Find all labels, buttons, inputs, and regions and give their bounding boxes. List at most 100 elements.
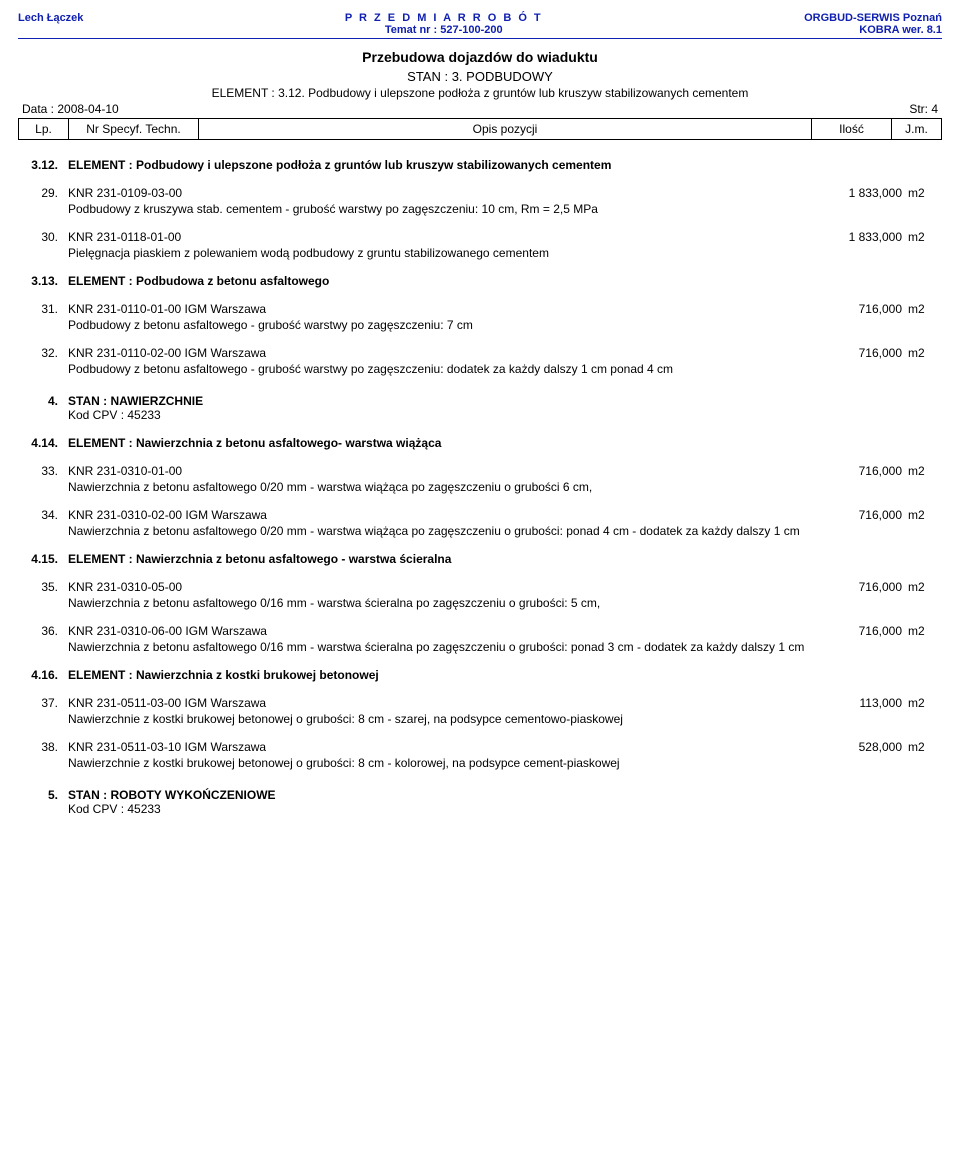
col-ilosc: Ilość (812, 119, 892, 140)
item-qty: 716,000 (822, 346, 902, 360)
item-code: KNR 231-0310-06-00 IGM Warszawa (68, 624, 822, 638)
item-lp: 38. (18, 740, 68, 754)
section-num: 3.12. (18, 158, 68, 172)
item-desc: Podbudowy z kruszywa stab. cementem - gr… (68, 202, 822, 216)
item-qty: 716,000 (822, 508, 902, 522)
section-head: 3.13. ELEMENT : Podbudowa z betonu asfal… (18, 274, 942, 288)
item-unit: m2 (902, 302, 942, 316)
item-unit: m2 (902, 230, 942, 244)
item-lp: 33. (18, 464, 68, 478)
item-code: KNR 231-0110-01-00 IGM Warszawa (68, 302, 822, 316)
stan-label: STAN : NAWIERZCHNIE (68, 394, 812, 408)
item-qty: 716,000 (822, 580, 902, 594)
section-title: ELEMENT : Podbudowa z betonu asfaltowego (68, 274, 822, 288)
content: 3.12. ELEMENT : Podbudowy i ulepszone po… (18, 158, 942, 816)
page-label: Str: 4 (909, 102, 938, 116)
col-opis: Opis pozycji (199, 119, 812, 140)
item-code: KNR 231-0110-02-00 IGM Warszawa (68, 346, 822, 360)
header-rule (18, 38, 942, 39)
item: 30. KNR 231-0118-01-00 1 833,000 m2 Piel… (18, 230, 942, 260)
header-title-sub: Temat nr : 527-100-200 (345, 24, 543, 36)
header-title-main: P R Z E D M I A R R O B Ó T (345, 12, 543, 24)
stan-value: 3. PODBUDOWY (452, 69, 553, 84)
stan-line: STAN : 3. PODBUDOWY (18, 69, 942, 84)
item-unit: m2 (902, 346, 942, 360)
item: 38. KNR 231-0511-03-10 IGM Warszawa 528,… (18, 740, 942, 770)
item: 34. KNR 231-0310-02-00 IGM Warszawa 716,… (18, 508, 942, 538)
item-unit: m2 (902, 740, 942, 754)
item-lp: 30. (18, 230, 68, 244)
item-unit: m2 (902, 464, 942, 478)
stan-num: 4. (18, 394, 68, 408)
section-title: ELEMENT : Podbudowy i ulepszone podłoża … (68, 158, 822, 172)
section-num: 4.15. (18, 552, 68, 566)
stan-block: 5. STAN : ROBOTY WYKOŃCZENIOWE Kod CPV :… (18, 788, 942, 816)
item: 35. KNR 231-0310-05-00 716,000 m2 Nawier… (18, 580, 942, 610)
item-qty: 716,000 (822, 624, 902, 638)
item-desc: Nawierzchnie z kostki brukowej betonowej… (68, 756, 822, 770)
col-lp: Lp. (19, 119, 69, 140)
item-lp: 35. (18, 580, 68, 594)
item-unit: m2 (902, 508, 942, 522)
item-lp: 29. (18, 186, 68, 200)
item-desc: Pielęgnacja piaskiem z polewaniem wodą p… (68, 246, 822, 260)
item-code: KNR 231-0109-03-00 (68, 186, 822, 200)
header-center: P R Z E D M I A R R O B Ó T Temat nr : 5… (345, 12, 543, 36)
element-value: 3.12. Podbudowy i ulepszone podłoża z gr… (278, 86, 748, 100)
item-lp: 36. (18, 624, 68, 638)
stan-kod: Kod CPV : 45233 (68, 802, 812, 816)
item-lp: 32. (18, 346, 68, 360)
element-line: ELEMENT : 3.12. Podbudowy i ulepszone po… (18, 86, 942, 100)
doc-header: Lech Łączek P R Z E D M I A R R O B Ó T … (18, 12, 942, 36)
section-head: 4.14. ELEMENT : Nawierzchnia z betonu as… (18, 436, 942, 450)
item-code: KNR 231-0511-03-10 IGM Warszawa (68, 740, 822, 754)
item-unit: m2 (902, 696, 942, 710)
item-code: KNR 231-0118-01-00 (68, 230, 822, 244)
item-qty: 716,000 (822, 302, 902, 316)
section-num: 4.14. (18, 436, 68, 450)
stan-label: STAN : ROBOTY WYKOŃCZENIOWE (68, 788, 812, 802)
item-code: KNR 231-0511-03-00 IGM Warszawa (68, 696, 822, 710)
col-jm: J.m. (892, 119, 942, 140)
stan-block: 4. STAN : NAWIERZCHNIE Kod CPV : 45233 (18, 394, 942, 422)
item-lp: 31. (18, 302, 68, 316)
date-page-row: Data : 2008-04-10 Str: 4 (18, 102, 942, 116)
section-head: 4.16. ELEMENT : Nawierzchnia z kostki br… (18, 668, 942, 682)
header-left: Lech Łączek (18, 12, 83, 36)
item-desc: Nawierzchnia z betonu asfaltowego 0/20 m… (68, 524, 822, 538)
doc-title: Przebudowa dojazdów do wiaduktu (18, 49, 942, 65)
item-code: KNR 231-0310-02-00 IGM Warszawa (68, 508, 822, 522)
item-lp: 34. (18, 508, 68, 522)
col-nr: Nr Specyf. Techn. (69, 119, 199, 140)
item: 37. KNR 231-0511-03-00 IGM Warszawa 113,… (18, 696, 942, 726)
section-num: 4.16. (18, 668, 68, 682)
item-unit: m2 (902, 580, 942, 594)
stan-kod: Kod CPV : 45233 (68, 408, 812, 422)
item-code: KNR 231-0310-01-00 (68, 464, 822, 478)
item-qty: 716,000 (822, 464, 902, 478)
item-desc: Nawierzchnia z betonu asfaltowego 0/20 m… (68, 480, 822, 494)
header-org: ORGBUD-SERWIS Poznań (804, 12, 942, 24)
stan-prefix: STAN : (407, 69, 452, 84)
section-title: ELEMENT : Nawierzchnia z betonu asfaltow… (68, 436, 822, 450)
item-desc: Podbudowy z betonu asfaltowego - grubość… (68, 318, 822, 332)
section-head: 3.12. ELEMENT : Podbudowy i ulepszone po… (18, 158, 942, 172)
section-title: ELEMENT : Nawierzchnia z betonu asfaltow… (68, 552, 822, 566)
column-header-table: Lp. Nr Specyf. Techn. Opis pozycji Ilość… (18, 118, 942, 140)
item-desc: Podbudowy z betonu asfaltowego - grubość… (68, 362, 822, 376)
item: 31. KNR 231-0110-01-00 IGM Warszawa 716,… (18, 302, 942, 332)
section-head: 4.15. ELEMENT : Nawierzchnia z betonu as… (18, 552, 942, 566)
header-version: KOBRA wer. 8.1 (804, 24, 942, 36)
item-lp: 37. (18, 696, 68, 710)
item: 29. KNR 231-0109-03-00 1 833,000 m2 Podb… (18, 186, 942, 216)
item-code: KNR 231-0310-05-00 (68, 580, 822, 594)
item-desc: Nawierzchnia z betonu asfaltowego 0/16 m… (68, 596, 822, 610)
item: 36. KNR 231-0310-06-00 IGM Warszawa 716,… (18, 624, 942, 654)
item: 32. KNR 231-0110-02-00 IGM Warszawa 716,… (18, 346, 942, 376)
element-prefix: ELEMENT : (212, 86, 278, 100)
stan-num: 5. (18, 788, 68, 802)
header-right: ORGBUD-SERWIS Poznań KOBRA wer. 8.1 (804, 12, 942, 36)
item: 33. KNR 231-0310-01-00 716,000 m2 Nawier… (18, 464, 942, 494)
item-qty: 528,000 (822, 740, 902, 754)
section-num: 3.13. (18, 274, 68, 288)
